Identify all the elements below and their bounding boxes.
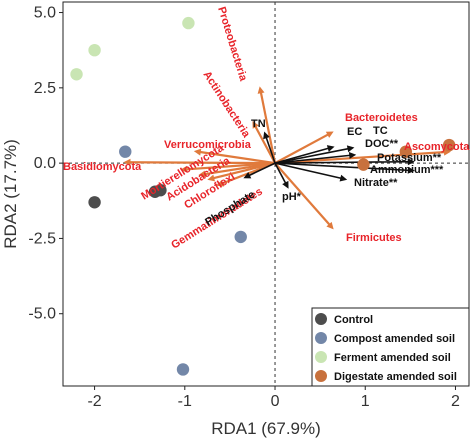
- y-tick-label: -5.0: [28, 306, 56, 323]
- env-label: Ammonium***: [370, 164, 444, 176]
- taxon-arrow-head: [326, 221, 334, 230]
- sample-point: [442, 138, 456, 152]
- x-tick-label: -2: [87, 393, 101, 410]
- y-tick-label: 0.0: [34, 155, 56, 172]
- x-tick-label: 0: [271, 393, 280, 410]
- env-arrow: [274, 147, 352, 164]
- y-tick-label: -2.5: [28, 230, 56, 247]
- env-arrow-head: [243, 172, 252, 179]
- env-label: EC: [347, 126, 362, 138]
- env-label: DOC**: [365, 138, 399, 150]
- env-arrow: [274, 162, 345, 180]
- env-label: pH*: [282, 191, 302, 203]
- legend-swatch: [315, 332, 327, 344]
- legend-label: Digestate amended soil: [334, 371, 457, 383]
- env-arrow: [274, 162, 288, 187]
- taxon-arrow: [274, 150, 449, 165]
- sample-points: [70, 16, 456, 376]
- taxon-arrow-head: [123, 158, 131, 166]
- taxa-vectors: [123, 86, 451, 230]
- x-axis-ticks: -2 -1 0 1 2: [87, 386, 460, 410]
- env-arrow-head: [326, 145, 335, 152]
- taxon-arrow-head: [325, 131, 334, 138]
- taxon-arrow-head: [443, 148, 451, 156]
- env-arrow-head: [282, 180, 289, 189]
- env-label: TC: [373, 125, 388, 137]
- taxon-arrow-head: [180, 165, 188, 173]
- env-arrow-head: [263, 131, 270, 140]
- sample-point: [182, 16, 195, 30]
- taxon-arrow: [183, 162, 276, 171]
- legend-label: Compost amended soil: [334, 333, 455, 345]
- y-tick-label: 2.5: [34, 80, 56, 97]
- taxon-arrow: [274, 131, 332, 165]
- env-arrow: [275, 160, 412, 164]
- taxon-arrow-head: [207, 174, 215, 182]
- env-label: TN: [251, 118, 266, 130]
- y-axis-title: RDA2 (17.7%): [1, 139, 20, 249]
- legend-swatch: [315, 370, 327, 382]
- legend-swatch: [315, 313, 327, 325]
- taxon-label: Verrucomicrobia: [164, 139, 252, 151]
- sample-point: [234, 230, 247, 244]
- legend-label: Ferment amended soil: [334, 352, 451, 364]
- sample-point: [88, 196, 101, 209]
- taxon-arrow: [126, 161, 276, 165]
- x-axis-title: RDA1 (67.9%): [211, 419, 321, 438]
- env-arrow-head: [339, 174, 348, 182]
- env-label: Potassium**: [377, 152, 442, 164]
- env-arrow: [274, 162, 412, 172]
- x-tick-label: 1: [361, 393, 370, 410]
- legend: Control Compost amended soil Ferment amend…: [311, 307, 470, 387]
- env-arrow-head: [407, 166, 415, 174]
- legend-box: [311, 307, 470, 387]
- taxon-arrow: [196, 150, 276, 165]
- env-label: Nitrate**: [354, 177, 398, 189]
- sample-point: [176, 363, 190, 376]
- env-arrow: [264, 134, 276, 164]
- sample-point: [357, 158, 370, 171]
- sample-point: [70, 68, 83, 81]
- y-axis-ticks: 5.0 2.5 0.0 -2.5 -5.0: [28, 5, 63, 323]
- env-arrow: [274, 154, 354, 164]
- taxon-arrow-head: [252, 120, 259, 129]
- environment-vectors: [243, 131, 415, 189]
- taxon-arrow: [210, 162, 276, 181]
- taxon-arrow-head: [216, 179, 225, 187]
- taxon-label: Basidiomycota: [63, 161, 142, 173]
- env-arrow-head: [346, 145, 355, 153]
- taxon-arrow-head: [198, 170, 206, 178]
- taxon-label: Proteobacteria: [215, 5, 249, 83]
- env-arrow: [245, 162, 276, 178]
- taxon-label: Bacteroidetes: [345, 112, 418, 124]
- y-tick-label: 5.0: [34, 5, 56, 22]
- taxon-arrow: [274, 162, 333, 228]
- sample-point: [399, 145, 413, 158]
- sample-point: [88, 43, 101, 57]
- taxon-label: Firmicutes: [346, 232, 402, 244]
- taxon-arrow-head: [257, 86, 265, 94]
- sample-point: [154, 184, 167, 197]
- plot-frame: [62, 1, 470, 387]
- env-arrow-head: [407, 158, 415, 166]
- sample-point: [119, 145, 132, 158]
- taxon-label: Ascomycota: [404, 141, 470, 153]
- x-tick-label: 2: [451, 393, 460, 410]
- legend-label: Control: [334, 314, 373, 326]
- vector-labels: ProteobacteriaActinobacteriaVerrucomicro…: [63, 5, 470, 251]
- x-tick-label: -1: [178, 393, 192, 410]
- taxon-arrow-head: [193, 148, 202, 156]
- taxon-arrow: [252, 123, 276, 164]
- taxon-arrow: [259, 89, 277, 164]
- legend-swatch: [315, 351, 327, 363]
- env-arrow-head: [348, 151, 357, 159]
